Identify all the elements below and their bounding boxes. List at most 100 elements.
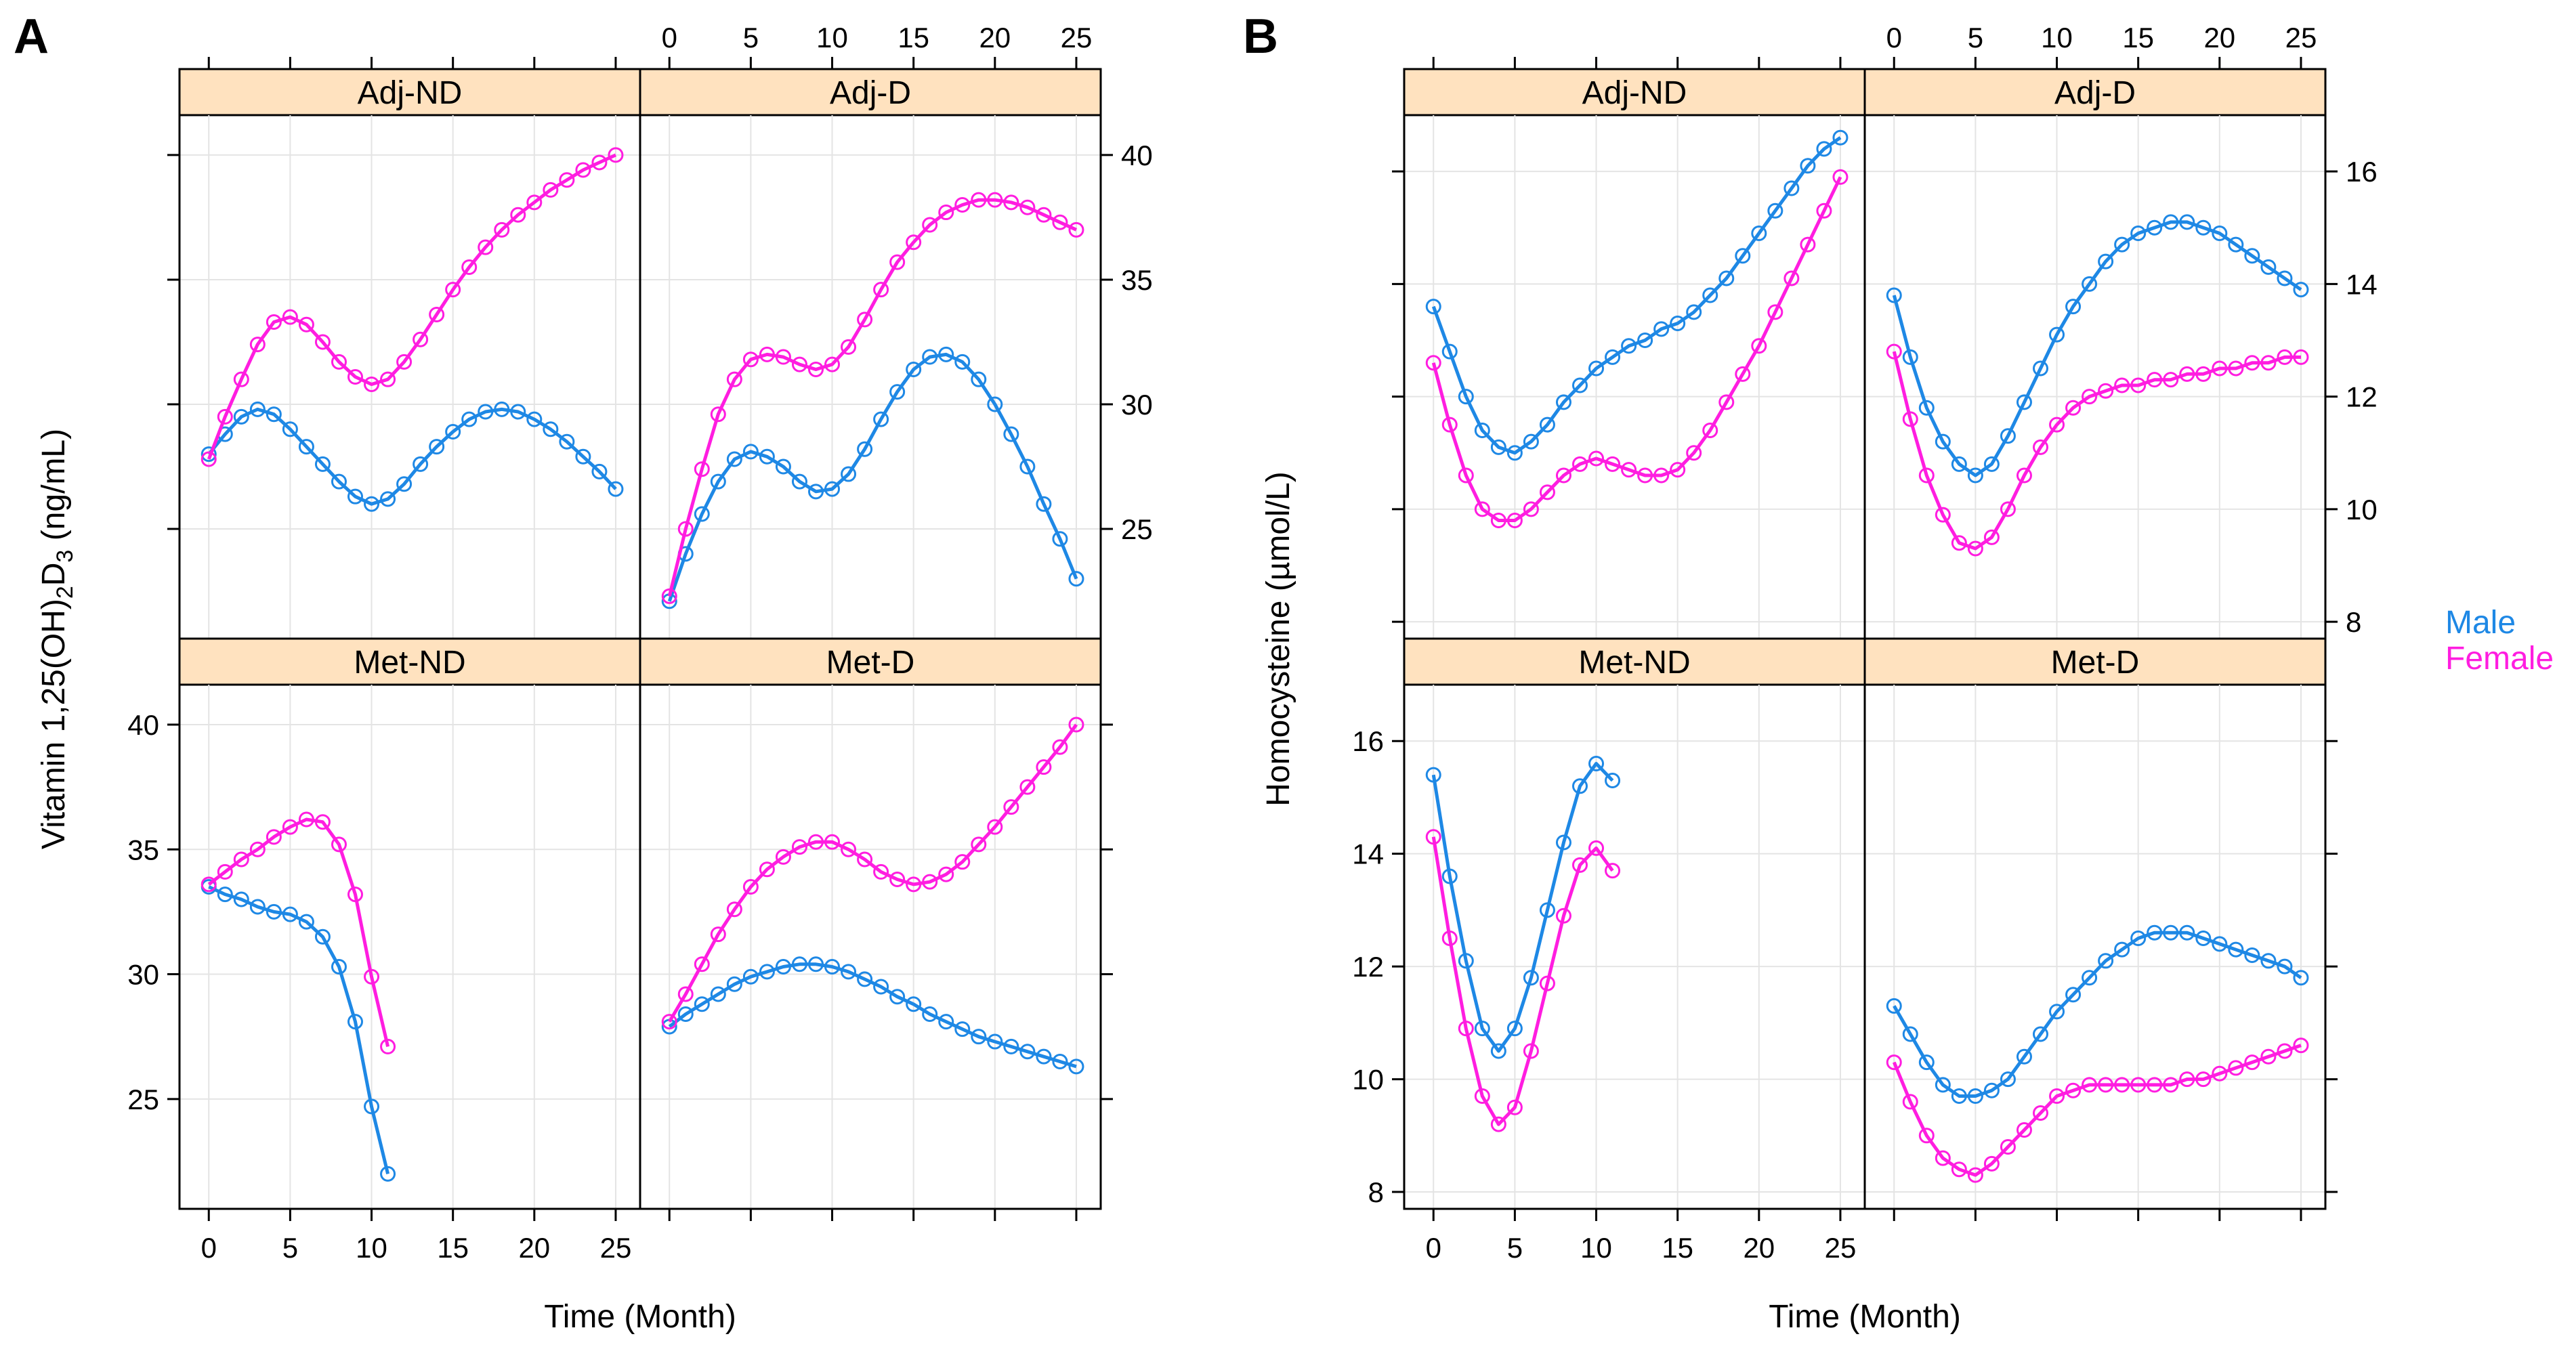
data-point-female: [1555, 907, 1571, 924]
data-point-male: [710, 473, 726, 490]
data-point-female: [742, 351, 759, 368]
data-point-male: [2163, 924, 2179, 941]
panel-frame-Met-ND: [1403, 637, 1866, 1210]
strip-Met-ND: [1403, 637, 1866, 686]
data-point-female: [1967, 1167, 1983, 1183]
data-point-female: [1718, 394, 1735, 410]
data-point-female: [2260, 1048, 2277, 1065]
data-point-female: [1735, 366, 1751, 382]
y-tick-label: 10: [1352, 1064, 1384, 1096]
panel-frame-Adj-D: [1863, 68, 2327, 640]
y-axis-title-part: 2: [52, 586, 78, 599]
data-point-female: [857, 312, 873, 328]
data-point-female: [2000, 1138, 2016, 1155]
y-axis-title-part: D: [36, 563, 72, 586]
data-point-female: [1523, 1043, 1539, 1059]
data-point-female: [429, 306, 445, 322]
data-point-male: [2195, 931, 2212, 947]
series-female-Adj-ND: [1425, 169, 1849, 528]
data-point-male: [1588, 756, 1605, 772]
data-point-male: [1539, 902, 1555, 918]
data-point-male: [1425, 767, 1441, 783]
data-point-male: [1019, 1044, 1036, 1060]
data-point-male: [938, 346, 954, 362]
data-point-female: [2016, 1121, 2032, 1138]
data-point-male: [742, 444, 759, 460]
panel-Adj-D: Adj-D: [1863, 68, 2327, 640]
data-point-female: [1425, 355, 1441, 371]
y-tick-label: 8: [1368, 1176, 1384, 1208]
data-point-male: [2130, 226, 2147, 242]
x-tick-label: 0: [1886, 22, 1902, 54]
x-tick-label: 10: [816, 22, 848, 54]
data-point-female: [922, 217, 938, 233]
data-point-female: [266, 314, 282, 330]
data-point-male: [2244, 248, 2260, 264]
x-tick-label: 5: [1507, 1232, 1523, 1264]
data-point-female: [2033, 1105, 2049, 1121]
data-point-male: [1902, 349, 1918, 365]
data-point-female: [2244, 355, 2260, 371]
strip-label-Met-D: Met-D: [826, 645, 915, 681]
data-point-female: [298, 316, 314, 333]
data-point-male: [2179, 214, 2195, 230]
data-point-female: [1767, 304, 1783, 320]
data-point-male: [1474, 1021, 1490, 1037]
data-point-female: [2049, 1088, 2065, 1105]
data-point-male: [1555, 394, 1571, 410]
data-point-male: [857, 441, 873, 457]
y-tick-label: 12: [2346, 381, 2378, 413]
data-point-male: [1783, 180, 1800, 196]
data-point-male: [1983, 456, 2000, 472]
data-point-male: [2244, 947, 2260, 963]
data-point-male: [249, 401, 266, 417]
data-point-female: [889, 871, 906, 887]
x-tick-label: 25: [2285, 22, 2317, 54]
x-tick-label: 5: [282, 1232, 298, 1264]
figure-B: B Adj-ND Adj-D Met-ND Met-D 0 5 10 15 20 25 0 5 10 15 2…: [1243, 9, 2554, 1335]
data-point-male: [2163, 214, 2179, 230]
data-point-male: [971, 371, 987, 387]
data-point-male: [1951, 456, 1967, 472]
data-point-male: [1967, 1088, 1983, 1105]
data-point-male: [2000, 1071, 2016, 1088]
data-point-female: [2049, 416, 2065, 433]
series-line-male: [207, 407, 617, 506]
series-line-female: [1431, 836, 1614, 1126]
data-point-female: [461, 259, 478, 276]
x-tick-label: 5: [1968, 22, 1983, 54]
x-axis-title: Time (Month): [1769, 1299, 1961, 1335]
data-point-female: [575, 162, 591, 178]
series-line-male: [1893, 931, 2302, 1098]
data-point-female: [1918, 1128, 1935, 1144]
data-point-male: [347, 488, 364, 505]
series-line-male: [1431, 136, 1842, 455]
data-point-female: [494, 221, 510, 238]
data-point-female: [2179, 366, 2195, 382]
data-point-male: [1686, 304, 1702, 320]
data-point-male: [906, 361, 922, 377]
data-point-male: [1506, 1021, 1523, 1037]
y-tick-label: 14: [2346, 268, 2378, 300]
data-point-female: [331, 354, 347, 370]
data-point-male: [922, 349, 938, 365]
data-point-female: [1686, 445, 1702, 461]
data-point-female: [1886, 343, 1902, 360]
data-point-female: [2130, 1077, 2147, 1093]
strip-Met-D: [1863, 637, 2327, 686]
series-male-Met-D: [661, 956, 1084, 1075]
data-point-male: [1036, 1048, 1052, 1065]
data-point-male: [1886, 998, 1902, 1014]
data-point-female: [1751, 338, 1767, 354]
data-point-male: [1572, 377, 1588, 393]
data-point-male: [1555, 834, 1571, 851]
data-point-female: [2212, 1065, 2228, 1082]
data-point-female: [1935, 1150, 1951, 1166]
data-point-female: [445, 282, 461, 298]
data-point-male: [2293, 970, 2309, 986]
data-point-male: [987, 396, 1003, 412]
data-point-female: [1951, 1161, 1967, 1178]
data-point-male: [266, 406, 282, 423]
